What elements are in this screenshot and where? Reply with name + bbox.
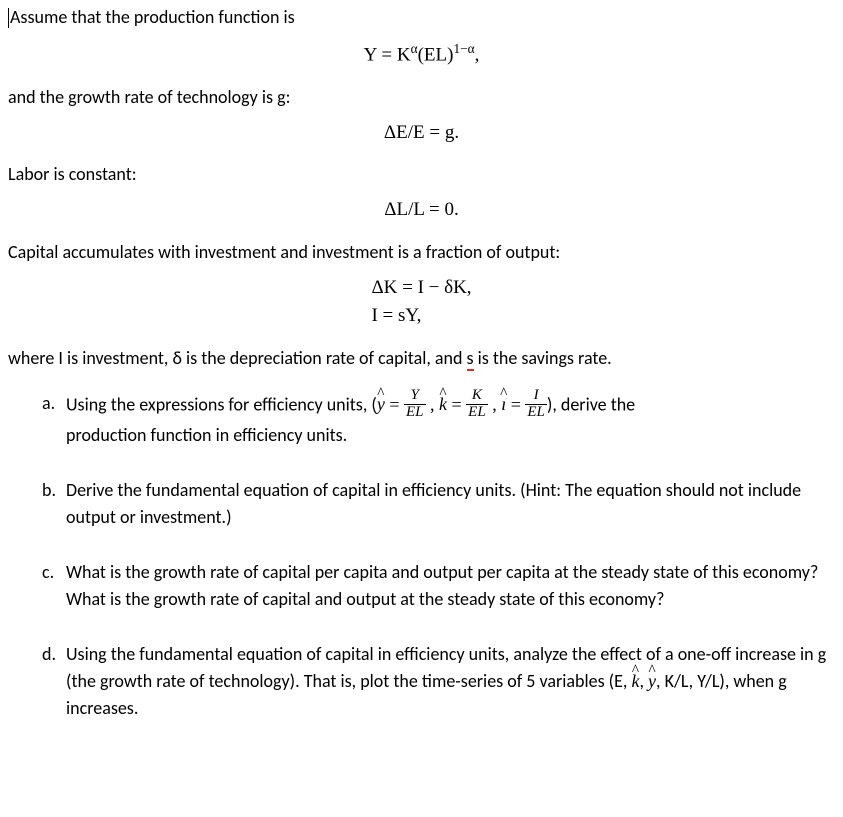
question-a-line2: production function in efficiency units. <box>66 424 347 446</box>
equation-tech-growth: ΔE/E = g. <box>8 119 835 148</box>
equation-production-fn: Y = Kα(EL)1−α, <box>8 39 835 70</box>
eq-capital-line-2: I = sY, <box>371 302 471 331</box>
eq-capital-line-1: ΔK = I − δK, <box>371 274 471 303</box>
intro-line-1: Assume that the production function is <box>8 4 835 31</box>
k-hat-d: k <box>631 668 639 695</box>
y-hat-d: y <box>648 668 656 695</box>
text-cursor <box>8 8 9 28</box>
question-c: c. What is the growth rate of capital pe… <box>46 559 835 613</box>
sup-one-minus-alpha: 1−α <box>453 41 474 56</box>
i-hat: ı <box>501 391 506 418</box>
sup-alpha: α <box>411 41 418 56</box>
intro-line-2: and the growth rate of technology is g: <box>8 84 835 111</box>
frac-k-el: KEL <box>466 388 488 421</box>
frac-i-el: IEL <box>525 388 547 421</box>
question-c-text: What is the growth rate of capital per c… <box>66 561 818 610</box>
marker-d: d. <box>42 641 56 668</box>
frac-y-el: YEL <box>404 388 426 421</box>
intro-line-3: Labor is constant: <box>8 161 835 188</box>
question-b: b. Derive the fundamental equation of ca… <box>46 477 835 531</box>
marker-a: a. <box>42 390 55 417</box>
question-a: a. Using the expressions for efficiency … <box>46 390 835 450</box>
question-d: d. Using the fundamental equation of cap… <box>46 641 835 722</box>
marker-c: c. <box>42 559 54 586</box>
question-b-text: Derive the fundamental equation of capit… <box>66 479 801 528</box>
equation-labor: ΔL/L = 0. <box>8 196 835 225</box>
intro-line-4: Capital accumulates with investment and … <box>8 239 835 266</box>
k-hat: k <box>439 391 447 418</box>
question-list: a. Using the expressions for efficiency … <box>8 390 835 723</box>
marker-b: b. <box>42 477 56 504</box>
underlined-s: s <box>467 347 474 371</box>
document-body: Assume that the production function is Y… <box>8 4 835 722</box>
y-hat: y <box>377 391 385 418</box>
equation-capital-accum: ΔK = I − δK, I = sY, <box>8 274 835 331</box>
intro-line-5: where I is investment, δ is the deprecia… <box>8 345 835 372</box>
